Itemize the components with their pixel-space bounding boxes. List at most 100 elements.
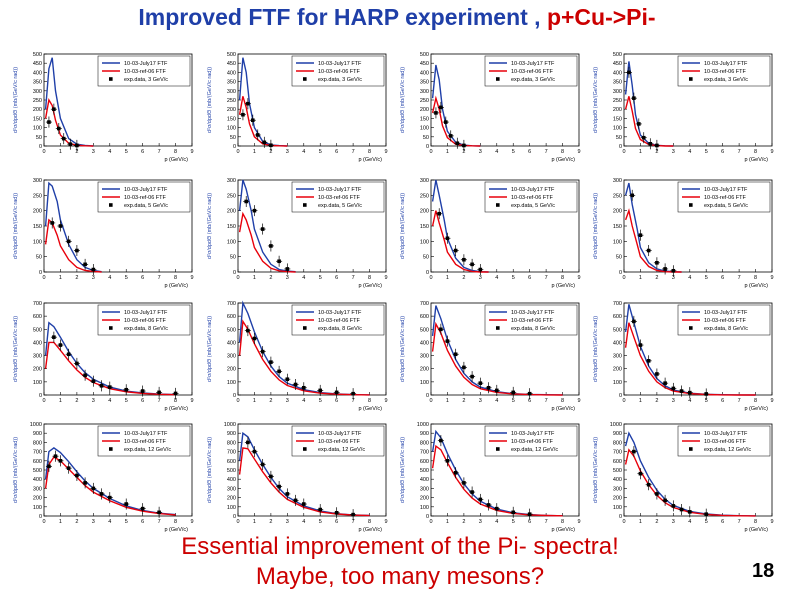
x-tick-label: 2	[462, 398, 465, 404]
y-axis-label: d²σ/dpdΘ (mb/(GeV/c rad))	[207, 193, 213, 259]
x-tick-label: 4	[495, 149, 498, 155]
x-tick-label: 5	[319, 275, 322, 281]
data-point	[75, 143, 79, 148]
y-tick-label: 200	[613, 107, 622, 113]
data-point	[58, 459, 63, 463]
y-tick-label: 900	[613, 431, 622, 437]
x-tick-label: 5	[705, 149, 708, 155]
spectrum-plot: 0 100 200 300 400 500 600 700 0 1 2 3 4 5 6 7 8 9p (GeV/c…	[593, 301, 774, 411]
y-tick-label: 700	[613, 450, 622, 456]
x-tick-label: 4	[302, 275, 305, 281]
data-point	[83, 262, 87, 267]
y-tick-label: 350	[33, 80, 42, 86]
slide-title-main: Improved FTF for HARP experiment ,	[138, 4, 547, 30]
x-tick-label: 5	[125, 398, 128, 404]
x-tick-label: 3	[286, 149, 289, 155]
x-tick-label: 5	[319, 149, 322, 155]
x-tick-label: 4	[302, 519, 305, 525]
data-point	[646, 482, 651, 487]
x-tick-label: 0	[236, 519, 239, 525]
x-tick-label: 0	[429, 275, 432, 281]
y-tick-label: 200	[33, 367, 42, 373]
x-tick-label: 9	[384, 398, 387, 404]
x-tick-label: 2	[462, 519, 465, 525]
x-tick-label: 0	[429, 519, 432, 525]
series-line-ftf-old	[44, 456, 176, 516]
x-tick-label: 7	[158, 398, 161, 404]
data-point	[140, 506, 145, 511]
data-point	[246, 328, 250, 333]
data-point	[439, 438, 443, 443]
spectrum-panel: 0 100 200 300 400 500 600 700 800 900 1000 0 1 2 3 4 5 6 7…	[8, 414, 198, 532]
data-point	[351, 391, 355, 396]
y-tick-label: 400	[227, 340, 236, 346]
x-tick-label: 8	[174, 519, 177, 525]
spectrum-plot: 0 100 200 300 400 500 600 700 800 900 1000 0 1 2 3 4 5 6 7…	[400, 422, 581, 532]
data-point	[241, 112, 245, 117]
y-tick-label: 700	[420, 450, 429, 456]
x-tick-label: 6	[141, 149, 144, 155]
data-point	[99, 492, 104, 496]
data-point	[50, 221, 55, 225]
data-point	[66, 466, 71, 470]
data-point	[47, 120, 51, 124]
x-tick-label: 0	[622, 275, 625, 281]
x-axis-label: p (GeV/c)	[358, 406, 382, 411]
y-tick-label: 900	[33, 431, 42, 437]
data-point	[251, 118, 255, 123]
legend-swatch-exp-data	[496, 326, 500, 330]
x-tick-label: 3	[672, 519, 675, 525]
x-axis-label: p (GeV/c)	[164, 527, 188, 532]
y-tick-label: 200	[227, 367, 236, 373]
x-tick-label: 4	[688, 149, 691, 155]
x-tick-label: 0	[236, 149, 239, 155]
legend-label: exp.data, 3 GeV/c	[124, 77, 168, 83]
data-point	[252, 208, 257, 213]
data-point	[91, 486, 96, 491]
series-line-ftf-new	[44, 447, 176, 516]
data-point	[157, 510, 161, 515]
x-tick-label: 5	[705, 519, 708, 525]
y-tick-label: 400	[420, 477, 429, 483]
data-point	[445, 236, 450, 241]
spectrum-panel: 0 50 100 150 200 250 300 350 400 450 500 0 1 2 3 4 5 6 7 8 9…	[395, 44, 585, 162]
spectrum-panel: 0 100 200 300 400 500 600 700 0 1 2 3 4 5 6 7 8 9 p (GeV/c…	[395, 293, 585, 411]
y-tick-label: 0	[39, 270, 42, 276]
caption-line-1: Essential improvement of the Pi- spectra…	[181, 533, 619, 560]
x-tick-label: 7	[545, 519, 548, 525]
x-tick-label: 8	[561, 519, 564, 525]
legend-label: 10-03-ref-06 FTF	[511, 439, 554, 445]
data-point	[470, 490, 474, 494]
x-tick-label: 5	[125, 519, 128, 525]
y-axis-label: d²σ/dpdΘ (mb/(GeV/c rad))	[400, 67, 406, 133]
x-tick-label: 6	[721, 275, 724, 281]
plot-frame	[43, 302, 193, 396]
y-tick-label: 300	[420, 178, 429, 184]
data-point	[434, 111, 438, 115]
x-tick-label: 9	[770, 519, 773, 525]
x-tick-label: 9	[577, 398, 580, 404]
data-point	[445, 339, 450, 343]
data-point	[173, 391, 178, 396]
legend-label: 10-03-July17 FTF	[704, 187, 748, 193]
y-tick-label: 300	[420, 89, 429, 95]
data-point	[269, 360, 273, 364]
data-point	[655, 143, 659, 148]
data-point	[704, 392, 709, 396]
x-tick-label: 4	[108, 519, 111, 525]
x-tick-label: 2	[75, 149, 78, 155]
x-tick-label: 7	[738, 398, 741, 404]
x-tick-label: 8	[174, 398, 177, 404]
y-tick-label: 600	[227, 314, 236, 320]
data-point	[75, 248, 79, 253]
series-line-ftf-new	[431, 179, 489, 273]
series-line-ftf-new	[238, 57, 288, 147]
y-tick-label: 1000	[30, 422, 42, 428]
legend-label: exp.data, 5 GeV/c	[511, 203, 555, 209]
data-point	[444, 120, 448, 124]
legend-swatch-exp-data	[689, 447, 693, 451]
legend-swatch-exp-data	[303, 203, 307, 207]
x-tick-label: 6	[335, 398, 338, 404]
y-tick-label: 250	[613, 98, 622, 104]
y-tick-label: 450	[33, 61, 42, 67]
